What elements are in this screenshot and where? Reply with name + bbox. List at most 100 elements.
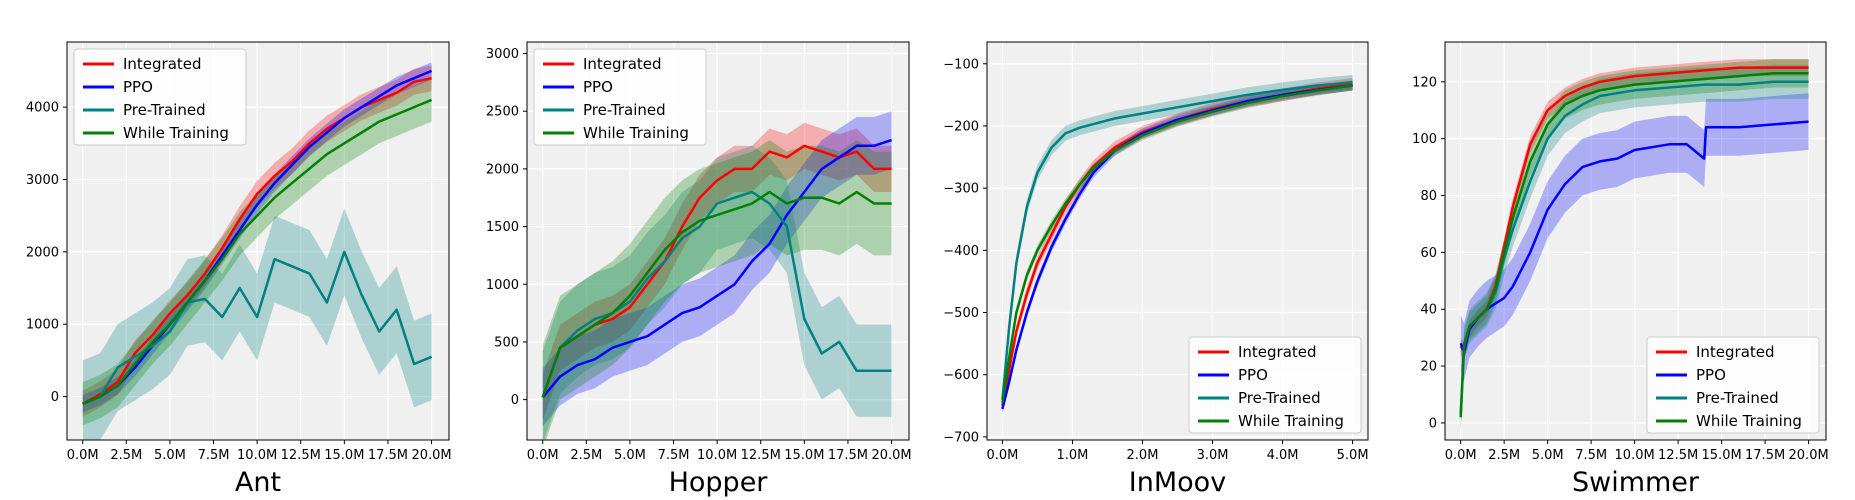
series-line-while-training bbox=[1001, 84, 1353, 403]
x-tick-label: 2.5M bbox=[570, 448, 602, 463]
y-tick-label: 1000 bbox=[26, 318, 59, 333]
y-tick-label: 20 bbox=[1420, 360, 1437, 375]
y-tick-label: 3000 bbox=[486, 47, 519, 62]
y-tick-label: 40 bbox=[1420, 303, 1437, 318]
y-tick-label: 1500 bbox=[486, 220, 519, 235]
x-tick-label: 15.0M bbox=[1702, 448, 1742, 463]
x-tick-label: 10.0M bbox=[237, 448, 277, 463]
series-group bbox=[1459, 59, 1809, 432]
y-tick-label: 500 bbox=[494, 335, 519, 350]
legend-label-while-training: While Training bbox=[583, 124, 689, 142]
series-line-ppo bbox=[1001, 84, 1353, 410]
x-tick-label: 5.0M bbox=[614, 448, 646, 463]
x-tick-label: 5.0M bbox=[1532, 448, 1564, 463]
y-tick-label: 2000 bbox=[26, 245, 59, 260]
legend-label-ppo: PPO bbox=[1696, 366, 1726, 384]
x-tick-label: 17.5M bbox=[1745, 448, 1785, 463]
x-tick-label: 12.5M bbox=[741, 448, 781, 463]
legend-box bbox=[533, 48, 707, 146]
y-tick-label: 0 bbox=[51, 390, 59, 405]
legend: Integrated PPO Pre-Trained While Training bbox=[1646, 336, 1820, 434]
chart-title: Ant bbox=[235, 467, 281, 498]
y-tick-label: −300 bbox=[943, 182, 979, 197]
y-tick-label: 100 bbox=[1412, 132, 1437, 147]
y-tick-label: 2000 bbox=[486, 162, 519, 177]
x-tick-label: 7.5M bbox=[198, 448, 230, 463]
chart-panel-hopper: 0.0M 2.5M 5.0M 7.5M 10.0M 12.5M 15.0M 17.5M 20.0… bbox=[486, 41, 912, 498]
legend-label-integrated: Integrated bbox=[583, 55, 662, 73]
legend-label-ppo: PPO bbox=[1238, 366, 1268, 384]
legend-label-pre-trained: Pre-Trained bbox=[123, 101, 206, 119]
y-tick-label: −200 bbox=[943, 119, 979, 134]
x-tick-label: 10.0M bbox=[697, 448, 737, 463]
series-line-integrated bbox=[82, 76, 432, 405]
series-band-pre-trained bbox=[82, 208, 432, 440]
x-tick-label: 3.0M bbox=[1197, 448, 1229, 463]
legend-label-ppo: PPO bbox=[583, 78, 613, 96]
legend-label-pre-trained: Pre-Trained bbox=[583, 101, 666, 119]
series-group bbox=[82, 62, 433, 440]
legend: Integrated PPO Pre-Trained While Training bbox=[1188, 336, 1362, 434]
series-band-while-training bbox=[542, 140, 892, 440]
series-line-while-training bbox=[541, 190, 892, 398]
x-tick-label: 7.5M bbox=[658, 448, 690, 463]
legend-label-while-training: While Training bbox=[123, 124, 229, 142]
x-tick-label: 5.0M bbox=[1337, 448, 1369, 463]
legend-label-integrated: Integrated bbox=[1696, 343, 1775, 361]
chart-title: Hopper bbox=[669, 467, 769, 498]
series-line-ppo bbox=[82, 69, 433, 405]
legend-label-while-training: While Training bbox=[1238, 412, 1344, 430]
y-tick-label: 120 bbox=[1412, 75, 1437, 90]
legend: Integrated PPO Pre-Trained While Training bbox=[73, 48, 247, 146]
chart-title: InMoov bbox=[1129, 467, 1226, 498]
axes-frame bbox=[986, 41, 1369, 441]
legend: Integrated PPO Pre-Trained While Training bbox=[533, 48, 707, 146]
series-band-while-training bbox=[82, 78, 432, 426]
x-tick-label: 15.0M bbox=[324, 448, 364, 463]
x-tick-label: 12.5M bbox=[281, 448, 321, 463]
y-tick-label: 4000 bbox=[26, 101, 59, 116]
y-tick-label: 0 bbox=[1429, 416, 1437, 431]
chart-panel-swimmer: 0.0M 2.5M 5.0M 7.5M 10.0M 12.5M 15.0M 17.5M 20.0… bbox=[1412, 41, 1829, 498]
axes-frame bbox=[66, 41, 450, 441]
series-line-ppo bbox=[541, 138, 892, 399]
y-tick-label: −500 bbox=[943, 306, 979, 321]
legend-label-ppo: PPO bbox=[123, 78, 153, 96]
x-tick-label: 0.0M bbox=[1445, 448, 1477, 463]
x-tick-label: 10.0M bbox=[1615, 448, 1655, 463]
legend-label-integrated: Integrated bbox=[1238, 343, 1317, 361]
x-tick-label: 4.0M bbox=[1267, 448, 1299, 463]
legend-box bbox=[73, 48, 247, 146]
y-tick-label: −100 bbox=[943, 57, 979, 72]
y-tick-label: −700 bbox=[943, 430, 979, 445]
y-tick-label: 1000 bbox=[486, 278, 519, 293]
series-line-integrated bbox=[541, 144, 892, 398]
legend-label-pre-trained: Pre-Trained bbox=[1238, 389, 1321, 407]
x-tick-label: 17.5M bbox=[828, 448, 868, 463]
x-tick-label: 20.0M bbox=[1789, 448, 1829, 463]
y-tick-label: −400 bbox=[943, 244, 979, 259]
legend-label-pre-trained: Pre-Trained bbox=[1696, 389, 1779, 407]
legend-box bbox=[1646, 336, 1820, 434]
x-tick-label: 2.0M bbox=[1127, 448, 1159, 463]
chart-panel-inmoov: 0.0M 1.0M 2.0M 3.0M 4.0M 5.0M −700 −600 −500 −400… bbox=[943, 41, 1369, 498]
legend-label-while-training: While Training bbox=[1696, 412, 1802, 430]
legend-label-integrated: Integrated bbox=[123, 55, 202, 73]
series-line-while-training bbox=[1459, 72, 1809, 418]
y-tick-label: 80 bbox=[1420, 189, 1437, 204]
y-tick-label: −600 bbox=[943, 368, 979, 383]
x-tick-label: 12.5M bbox=[1658, 448, 1698, 463]
series-line-pre-trained bbox=[541, 190, 892, 398]
x-tick-label: 17.5M bbox=[368, 448, 408, 463]
x-tick-label: 0.0M bbox=[527, 448, 559, 463]
axes-frame bbox=[1444, 41, 1827, 441]
series-line-while-training bbox=[82, 98, 433, 405]
x-tick-label: 0.0M bbox=[67, 448, 99, 463]
chart-panel-ant: 0.0M 2.5M 5.0M 7.5M 10.0M 12.5M 15.0M 17.5M 20.0… bbox=[26, 41, 452, 498]
x-tick-label: 20.0M bbox=[871, 448, 911, 463]
x-tick-label: 2.5M bbox=[110, 448, 142, 463]
chart-title: Swimmer bbox=[1572, 467, 1700, 498]
series-line-pre-trained bbox=[1001, 81, 1353, 400]
series-group bbox=[1001, 75, 1353, 414]
